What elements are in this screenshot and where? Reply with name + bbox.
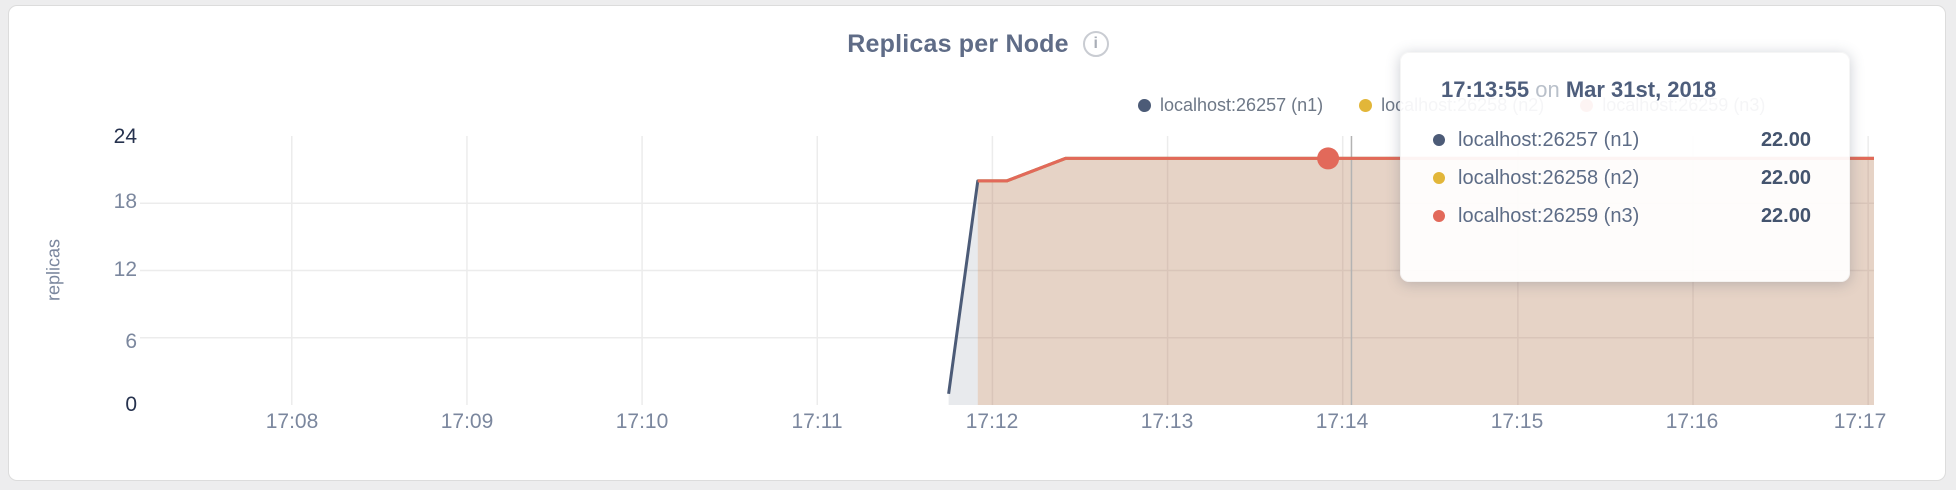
tooltip-series-name: localhost:26257 (n1) bbox=[1458, 128, 1640, 151]
x-tick-1717: 17:17 bbox=[1833, 410, 1887, 433]
y-tick-12: 12 bbox=[113, 258, 137, 281]
legend-dot-n2 bbox=[1359, 99, 1373, 112]
tooltip-header: 17:13:55 on Mar 31st, 2018 bbox=[1441, 77, 1811, 103]
legend-dot-n1 bbox=[1138, 99, 1151, 112]
x-tick-1714: 17:14 bbox=[1315, 410, 1369, 433]
tooltip-dot-n1 bbox=[1433, 134, 1445, 146]
info-icon[interactable]: i bbox=[1082, 31, 1109, 57]
tooltip-dot-n3 bbox=[1433, 210, 1445, 222]
x-tick-1716: 17:16 bbox=[1665, 410, 1719, 433]
legend-item-n1[interactable]: localhost:26257 (n1) bbox=[1138, 95, 1323, 116]
y-tick-0: 0 bbox=[125, 393, 137, 416]
y-tick-24: 24 bbox=[113, 125, 137, 148]
x-tick-1708: 17:08 bbox=[265, 410, 319, 433]
y-tick-18: 18 bbox=[113, 190, 137, 213]
x-tick-1711: 17:11 bbox=[791, 410, 843, 433]
tooltip-series-name: localhost:26259 (n3) bbox=[1458, 204, 1640, 227]
tooltip-series-value: 22.00 bbox=[1760, 166, 1811, 189]
tooltip-series-value: 22.00 bbox=[1760, 128, 1811, 151]
chart-header: Replicas per Node i bbox=[0, 26, 1956, 62]
tooltip-time: 17:13:55 bbox=[1441, 77, 1530, 102]
tooltip-row-n3: localhost:26259 (n3) 22.00 bbox=[1433, 197, 1811, 235]
tooltip-row-n2: localhost:26258 (n2) 22.00 bbox=[1433, 159, 1811, 197]
x-tick-1713: 17:13 bbox=[1140, 410, 1194, 433]
tooltip-row-n1: localhost:26257 (n1) 22.00 bbox=[1433, 121, 1811, 159]
x-tick-1709: 17:09 bbox=[440, 410, 494, 433]
hover-dot bbox=[1317, 147, 1340, 170]
tooltip-on-word: on bbox=[1535, 77, 1560, 102]
y-tick-6: 6 bbox=[125, 330, 137, 353]
tooltip-date: Mar 31st, 2018 bbox=[1565, 77, 1717, 102]
page-title: Replicas per Node bbox=[847, 29, 1069, 58]
hover-tooltip: 17:13:55 on Mar 31st, 2018 localhost:262… bbox=[1400, 52, 1850, 282]
legend-label-n1: localhost:26257 (n1) bbox=[1160, 95, 1324, 115]
x-tick-1715: 17:15 bbox=[1490, 410, 1544, 433]
tooltip-series-value: 22.00 bbox=[1760, 204, 1811, 227]
x-tick-1710: 17:10 bbox=[615, 410, 669, 433]
tooltip-dot-n2 bbox=[1433, 172, 1445, 184]
tooltip-series-name: localhost:26258 (n2) bbox=[1458, 166, 1640, 189]
x-tick-1712: 17:12 bbox=[965, 410, 1019, 433]
